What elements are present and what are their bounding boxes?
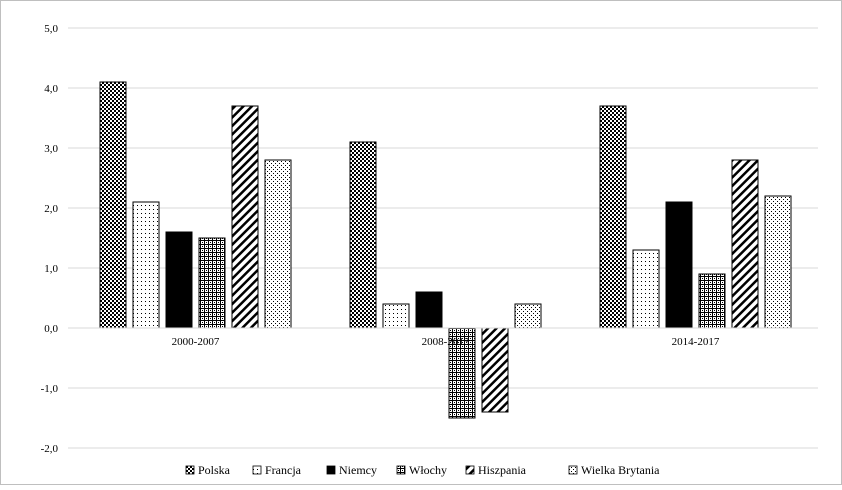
bar-francja-2008-2013 <box>382 303 410 329</box>
legend-label: Francja <box>265 463 302 477</box>
legend-label: Włochy <box>409 463 447 477</box>
y-tick-label: -2,0 <box>41 443 59 455</box>
category-labels: 2000-2007 2008-2013 2014-2017 <box>172 336 720 348</box>
y-tick-label: 3,0 <box>44 143 58 155</box>
bar-niemcy-2000-2007 <box>165 231 193 329</box>
y-tick-label: 4,0 <box>44 83 58 95</box>
bar-włochy-2014-2017 <box>698 273 726 329</box>
bars <box>99 81 792 419</box>
legend-swatch <box>326 465 336 475</box>
legend-swatch <box>252 465 262 475</box>
bar-polska-2000-2007 <box>99 81 127 329</box>
y-tick-label: 0,0 <box>44 323 58 335</box>
bar-niemcy-2014-2017 <box>665 201 693 329</box>
category-label: 2014-2017 <box>672 336 720 348</box>
bar-wielka-brytania-2000-2007 <box>264 159 292 329</box>
bar-hiszpania-2000-2007 <box>231 105 259 329</box>
category-label: 2008-2013 <box>422 336 470 348</box>
bar-włochy-2000-2007 <box>198 237 226 329</box>
y-tick-label: 1,0 <box>44 263 58 275</box>
bar-wielka-brytania-2014-2017 <box>764 195 792 329</box>
bar-polska-2014-2017 <box>599 105 627 329</box>
bar-hiszpania-2008-2013 <box>481 327 509 413</box>
legend-swatch <box>568 465 578 475</box>
bar-hiszpania-2014-2017 <box>731 159 759 329</box>
y-tick-label: 2,0 <box>44 203 58 215</box>
bar-francja-2000-2007 <box>132 201 160 329</box>
legend-label: Polska <box>198 463 231 477</box>
legend-swatch <box>465 465 475 475</box>
category-label: 2000-2007 <box>172 336 220 348</box>
bar-niemcy-2008-2013 <box>415 291 443 329</box>
legend-label: Hiszpania <box>478 463 527 477</box>
legend-swatch <box>396 465 406 475</box>
bar-francja-2014-2017 <box>632 249 660 329</box>
legend-label: Niemcy <box>339 463 377 477</box>
legend-swatch <box>185 465 195 475</box>
y-axis-ticks: 5,0 4,0 3,0 2,0 1,0 0,0 -1,0 -2,0 <box>41 23 59 455</box>
bar-wielka-brytania-2008-2013 <box>514 303 542 329</box>
bar-polska-2008-2013 <box>349 141 377 329</box>
y-tick-label: -1,0 <box>41 383 59 395</box>
gridlines <box>68 27 818 449</box>
legend-label: Wielka Brytania <box>581 463 660 477</box>
legend: Polska Francja Niemcy Włochy Hiszpania Wielka… <box>185 463 660 477</box>
y-tick-label: 5,0 <box>44 23 58 35</box>
